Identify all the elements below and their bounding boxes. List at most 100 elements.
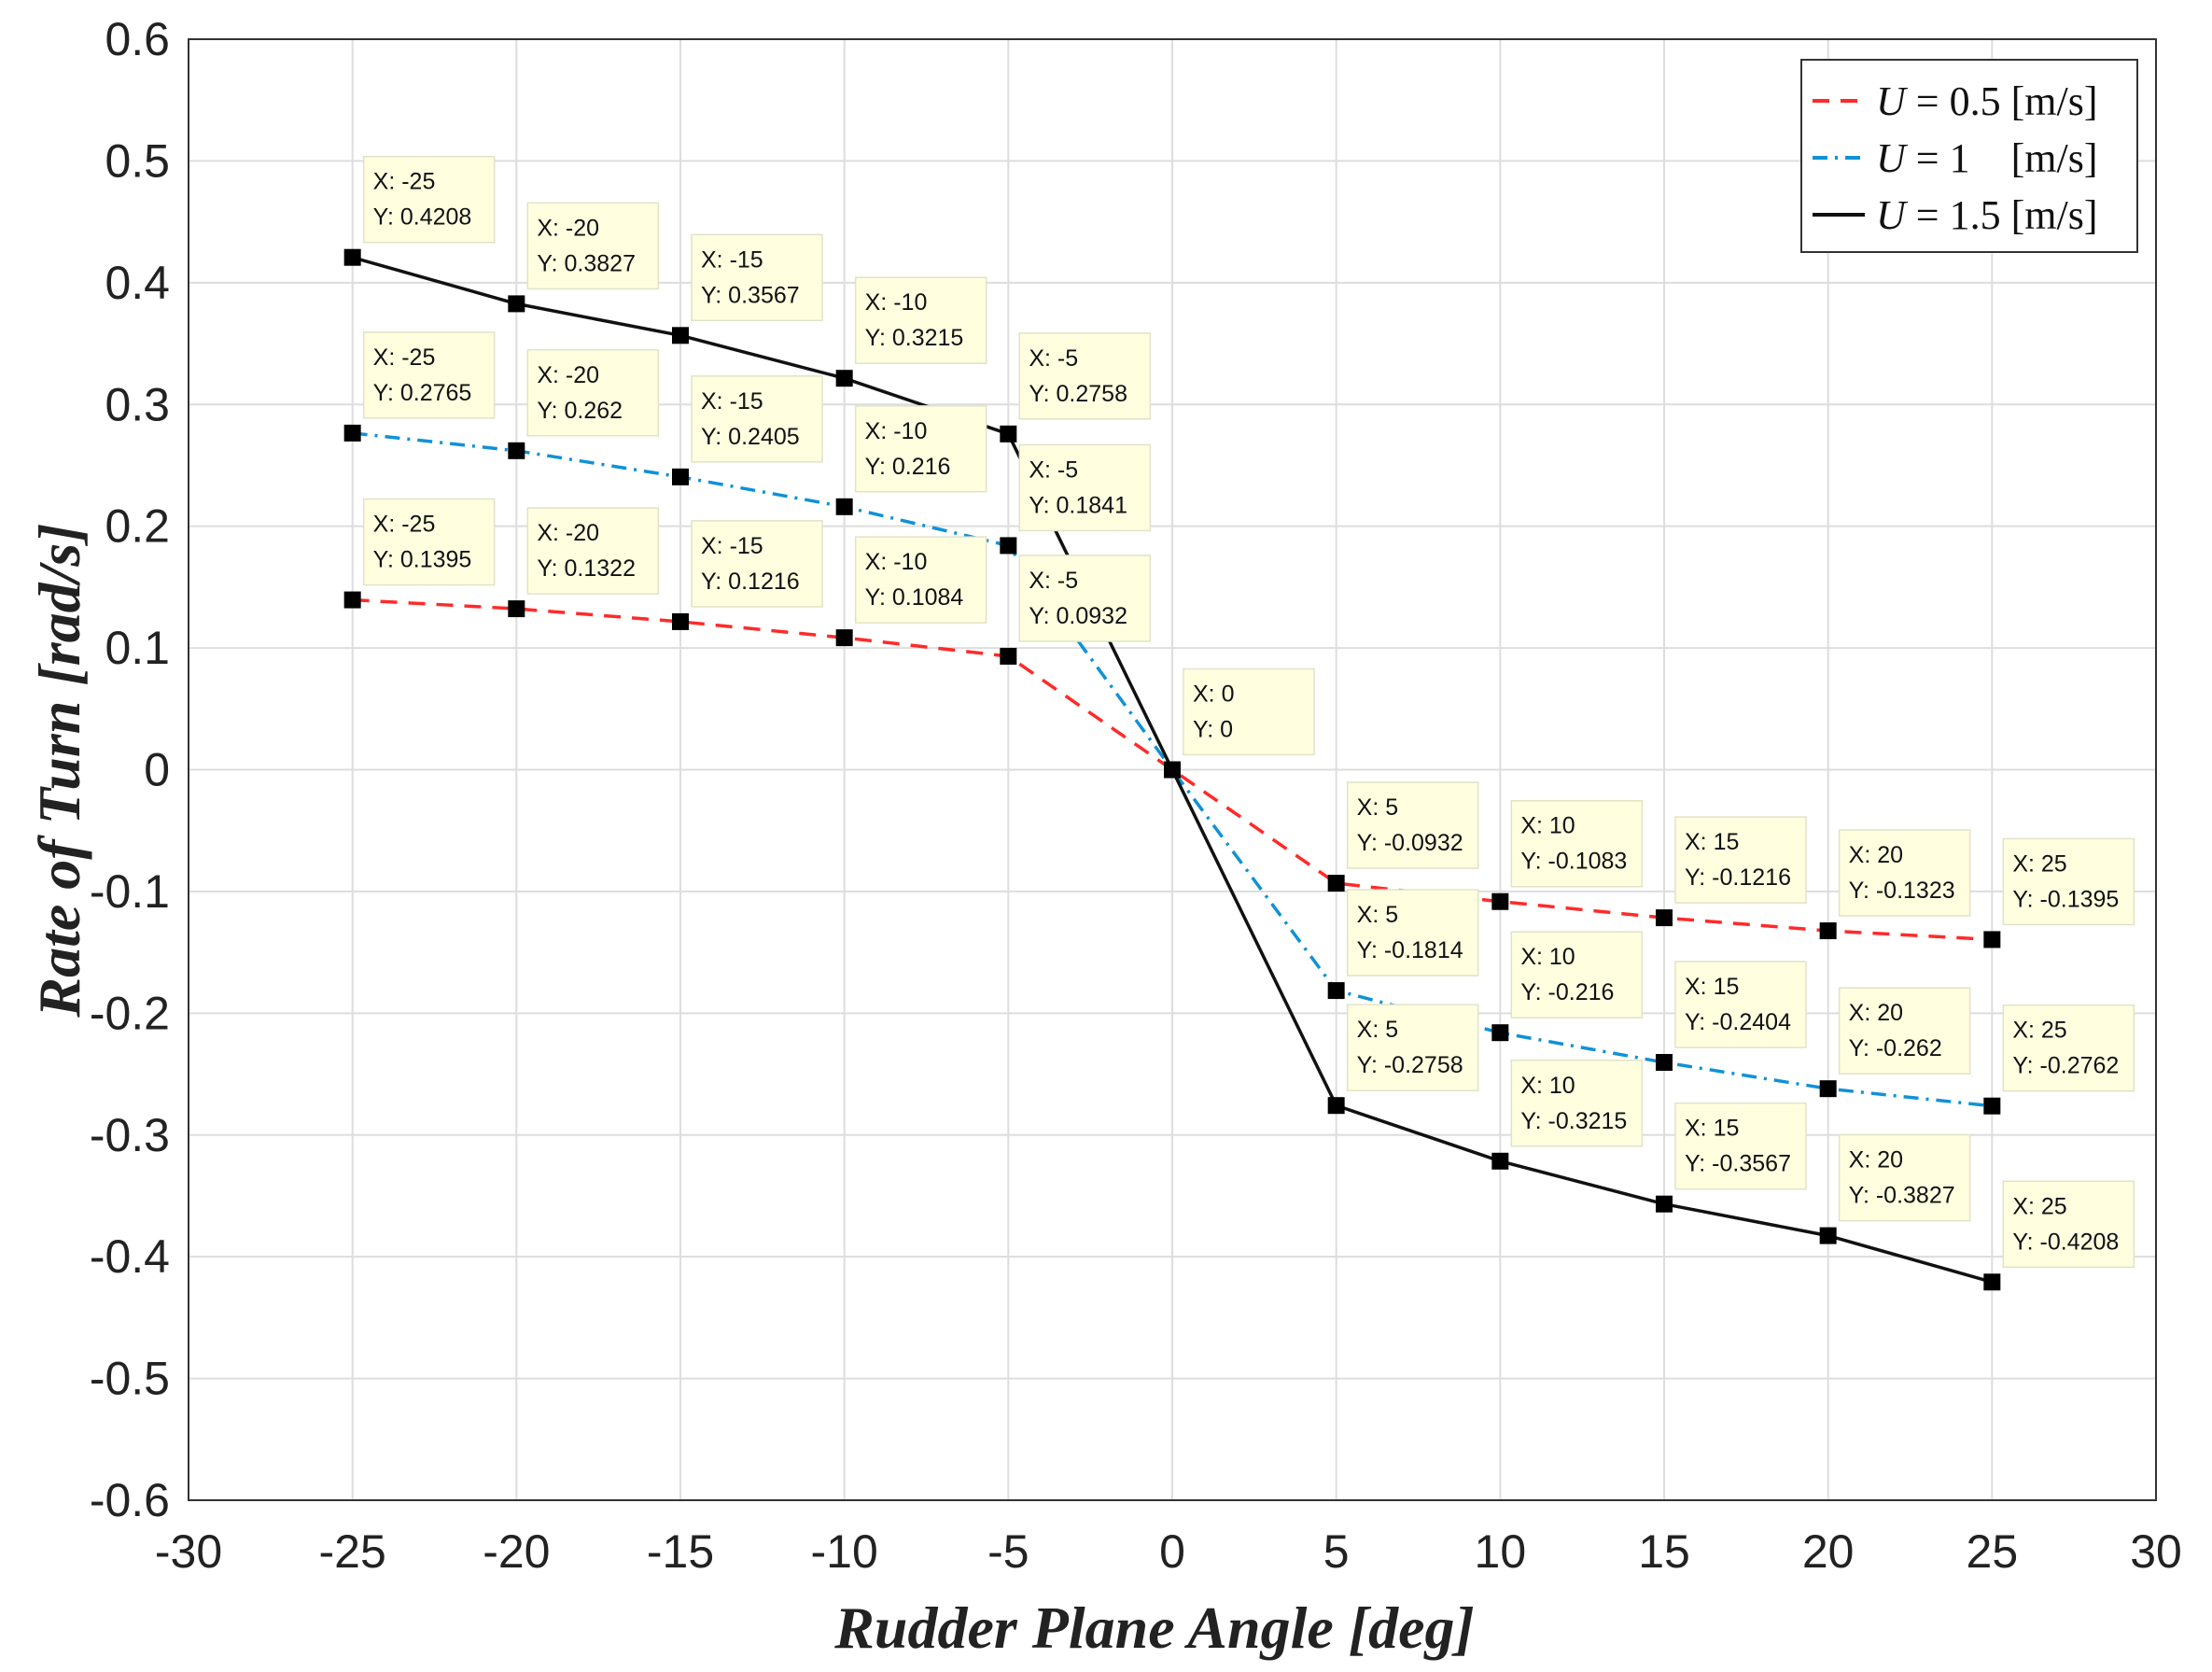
data-point [1327,1097,1345,1115]
data-tip-box [362,498,496,586]
data-tip-box [1510,931,1644,1019]
y-tick-label: -0.1 [90,865,170,918]
data-tip-x-label: X: -10 [865,418,928,444]
data-tip-box [691,375,823,463]
data-tip-y-label: Y: 0.1322 [537,555,636,582]
data-tip-x-label: X: 25 [2012,850,2066,877]
data-point [1656,1054,1673,1072]
data-tip-y-label: Y: 0.1395 [373,547,472,573]
legend-text: = 0.5 [m/s] [1906,78,2098,124]
data-tip: X: 5 Y: -0.0932 [1346,781,1479,869]
legend-variable: U [1876,78,1909,124]
data-tip-x-label: X: 15 [1685,1116,1739,1142]
legend-label-2: U = 1.5 [m/s] [1876,192,2097,238]
data-tip-y-label: Y: 0.3215 [865,325,964,351]
data-tip-y-label: Y: -0.2762 [2012,1053,2119,1079]
y-tick-labels: 0.6 0.5 0.4 0.3 0.2 0.1 0 -0.1 -0.2 -0.3 -0.4 -0.5 -… [90,13,170,1526]
data-tip-box [1838,987,1971,1075]
data-tip: X: -10 Y: 0.216 [854,405,987,493]
data-tip: X: -25 Y: 0.4208 [362,155,496,244]
data-tip-y-label: Y: 0.2758 [1029,381,1127,407]
data-point [1819,922,1837,940]
data-point [508,442,525,459]
x-tick-label: 15 [1638,1525,1690,1578]
data-tip-box [526,349,660,437]
x-tick-label: 30 [2130,1525,2182,1578]
data-tip-x-label: X: -25 [373,344,436,371]
data-tip-box [526,202,660,290]
data-point [1000,647,1017,665]
x-tick-label: -25 [319,1525,386,1578]
data-tip-box [1674,1102,1807,1190]
data-tip-box [1346,781,1479,869]
data-point [672,468,689,485]
y-tick-label: -0.5 [90,1353,170,1405]
y-tick-label: 0.3 [105,378,170,430]
data-point [1983,931,2001,948]
x-tick-label: -15 [647,1525,714,1578]
x-tick-label: 5 [1323,1525,1350,1578]
data-tip-x-label: X: -5 [1029,345,1078,372]
legend-variable: U [1876,135,1909,181]
data-tip: X: 10 Y: -0.3215 [1510,1060,1644,1147]
data-tip-box [362,331,496,419]
data-tip-y-label: Y: -0.1323 [1849,878,1955,904]
y-tick-label: -0.4 [90,1230,170,1283]
legend-variable: U [1876,192,1909,238]
data-tip-box [1018,443,1152,532]
data-tip-box [2002,1004,2135,1092]
data-tip-y-label: Y: -0.4208 [2012,1229,2119,1255]
data-tip-x-label: X: 15 [1685,829,1739,855]
data-tip: X: -25 Y: 0.1395 [362,498,496,586]
data-point [343,424,361,442]
data-tip-box [2002,837,2135,926]
data-tip: X: 5 Y: -0.1814 [1346,889,1479,977]
data-tip-x-label: X: -10 [865,289,928,316]
data-tip-x-label: X: 15 [1685,974,1739,1000]
data-tip-x-label: X: -5 [1029,568,1078,594]
data-tip-y-label: Y: 0.4208 [373,204,472,231]
data-tip: X: -5 Y: 0.2758 [1018,332,1152,420]
y-tick-label: 0.4 [105,257,170,309]
data-tip-x-label: X: -15 [701,533,763,559]
data-tip-x-label: X: 0 [1193,681,1234,708]
data-tip: X: 25 Y: -0.4208 [2002,1180,2135,1269]
y-tick-label: -0.3 [90,1109,170,1161]
data-point [1491,1024,1509,1042]
data-tip: X: 25 Y: -0.1395 [2002,837,2135,926]
data-tip-x-label: X: 20 [1849,1000,1903,1026]
series-line-1 [352,431,1993,1108]
x-tick-label: -5 [987,1525,1029,1578]
data-tip-box [362,155,496,244]
data-tip: X: 10 Y: -0.216 [1510,931,1644,1019]
data-tip-box [854,536,987,624]
data-point [343,591,361,609]
data-tip-box [1510,1060,1644,1147]
data-tip-box [1674,961,1807,1048]
data-tip-x-label: X: -25 [373,512,436,538]
data-tip-box [1674,816,1807,904]
data-point [672,612,689,630]
data-tip-y-label: Y: 0.2765 [373,380,472,406]
data-tip-x-label: X: 5 [1357,1017,1398,1043]
data-tip-y-label: Y: 0.262 [537,398,623,424]
series-markers [343,248,2001,1291]
data-point [1164,761,1181,779]
data-tip: X: -5 Y: 0.0932 [1018,555,1152,642]
data-tip: X: -20 Y: 0.262 [526,349,660,437]
data-tip-box [691,520,823,608]
data-tip-x-label: X: -15 [701,246,763,273]
data-tip: X: 15 Y: -0.1216 [1674,816,1807,904]
data-tip-x-label: X: 10 [1520,813,1575,839]
data-tip-x-label: X: -10 [865,549,928,575]
data-tip-y-label: Y: 0.0932 [1029,603,1127,629]
legend-text: = 1 [m/s] [1906,135,2098,181]
data-point [1327,875,1345,892]
data-point [1327,982,1345,1000]
data-tip-y-label: Y: -0.3215 [1520,1108,1627,1134]
y-tick-label: 0.2 [105,500,170,553]
data-tip-y-label: Y: -0.1216 [1685,864,1791,891]
data-tip-y-label: Y: 0.1084 [865,584,964,611]
data-tip-y-label: Y: -0.0932 [1357,830,1463,856]
